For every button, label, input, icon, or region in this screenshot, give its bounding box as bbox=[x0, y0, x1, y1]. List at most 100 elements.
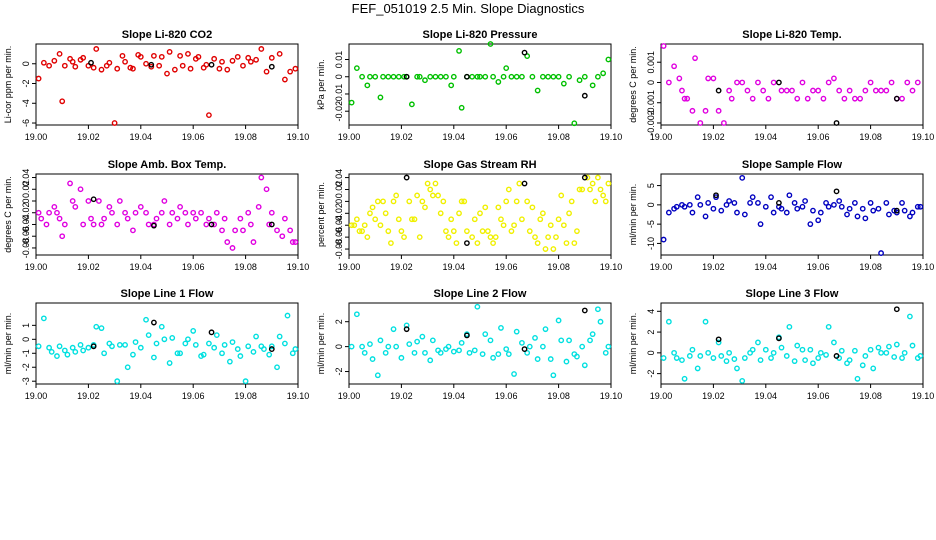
data-point bbox=[909, 209, 916, 216]
data-point bbox=[116, 198, 123, 204]
data-point bbox=[710, 205, 717, 212]
highlight-point bbox=[893, 95, 900, 102]
data-point bbox=[513, 73, 520, 80]
x-tick-label: 19.02 bbox=[77, 391, 100, 401]
data-point bbox=[356, 228, 363, 235]
data-point bbox=[490, 240, 496, 246]
data-point bbox=[686, 353, 693, 359]
highlight-point bbox=[208, 61, 215, 68]
data-point bbox=[153, 215, 160, 222]
y-tick-label: -0.02 bbox=[334, 101, 344, 122]
data-point bbox=[245, 54, 252, 61]
data-point bbox=[232, 227, 239, 234]
x-tick-label: 19.06 bbox=[495, 262, 518, 272]
data-point bbox=[519, 73, 525, 80]
data-point bbox=[810, 87, 816, 94]
data-point bbox=[435, 192, 441, 199]
x-tick-label: 19.10 bbox=[600, 132, 623, 142]
x-tick-label: 19.04 bbox=[443, 262, 466, 272]
data-point bbox=[93, 46, 100, 52]
data-point bbox=[445, 343, 452, 350]
data-point bbox=[671, 349, 677, 356]
data-point bbox=[98, 221, 105, 228]
x-tick-label: 19.04 bbox=[443, 132, 466, 142]
data-point bbox=[166, 49, 173, 55]
data-point bbox=[221, 341, 228, 348]
data-point bbox=[226, 358, 233, 365]
data-point bbox=[579, 186, 586, 193]
plot-frame bbox=[35, 173, 299, 256]
x-tick-label: 19.08 bbox=[547, 391, 570, 401]
data-point bbox=[263, 68, 270, 75]
data-point bbox=[770, 209, 777, 216]
data-point bbox=[408, 101, 415, 108]
data-point bbox=[807, 346, 814, 353]
data-point bbox=[893, 341, 900, 348]
data-point bbox=[448, 216, 455, 223]
data-point bbox=[192, 215, 199, 222]
data-point bbox=[482, 73, 489, 80]
data-point bbox=[237, 215, 244, 222]
data-point bbox=[461, 198, 468, 205]
data-point bbox=[665, 318, 672, 325]
y-tick-label: -3 bbox=[21, 377, 31, 385]
data-point bbox=[705, 349, 712, 356]
data-point bbox=[80, 54, 87, 61]
data-point bbox=[568, 198, 575, 205]
y-axis-label: degrees C per min. bbox=[628, 46, 638, 123]
data-point bbox=[453, 240, 460, 246]
data-point bbox=[35, 343, 42, 350]
data-point bbox=[414, 192, 421, 199]
data-point bbox=[388, 240, 394, 246]
data-point bbox=[367, 210, 373, 217]
highlight-point bbox=[148, 61, 155, 68]
highlight-point bbox=[776, 335, 782, 342]
data-point bbox=[367, 73, 373, 80]
data-point bbox=[268, 54, 275, 61]
data-point bbox=[353, 65, 360, 72]
data-point bbox=[768, 194, 774, 201]
data-point bbox=[471, 347, 478, 354]
data-point bbox=[859, 362, 866, 369]
data-point bbox=[263, 186, 270, 193]
data-point bbox=[595, 174, 601, 181]
highlight-point bbox=[581, 174, 588, 181]
highlight-point bbox=[713, 192, 719, 199]
plot-frame bbox=[660, 173, 924, 256]
data-point bbox=[143, 316, 149, 323]
data-point bbox=[359, 73, 365, 80]
data-point bbox=[432, 73, 439, 80]
data-point bbox=[589, 82, 596, 89]
data-point bbox=[64, 351, 71, 358]
data-point bbox=[469, 73, 476, 80]
data-point bbox=[534, 356, 541, 362]
data-point bbox=[158, 323, 165, 330]
data-point bbox=[817, 349, 824, 356]
data-point bbox=[673, 355, 680, 361]
x-tick-label: 19.08 bbox=[859, 262, 882, 272]
data-point bbox=[377, 94, 384, 101]
data-point bbox=[770, 79, 777, 86]
data-point bbox=[289, 239, 296, 245]
data-point bbox=[274, 227, 280, 234]
data-point bbox=[69, 198, 76, 204]
data-point bbox=[377, 222, 384, 229]
data-point bbox=[137, 53, 144, 60]
x-tick-label: 19.04 bbox=[755, 391, 778, 401]
data-point bbox=[734, 365, 740, 372]
data-point bbox=[171, 66, 178, 73]
data-point bbox=[289, 350, 296, 357]
data-point bbox=[862, 353, 869, 359]
data-point bbox=[574, 353, 580, 360]
data-point bbox=[427, 357, 434, 364]
data-point bbox=[190, 209, 197, 216]
data-point bbox=[836, 198, 843, 204]
y-tick-label: -10 bbox=[646, 237, 656, 250]
data-point bbox=[164, 70, 170, 77]
data-point bbox=[153, 340, 160, 347]
data-point bbox=[182, 340, 189, 347]
data-point bbox=[550, 372, 557, 379]
data-point bbox=[258, 46, 265, 52]
data-point bbox=[276, 333, 283, 340]
data-point bbox=[245, 343, 252, 350]
